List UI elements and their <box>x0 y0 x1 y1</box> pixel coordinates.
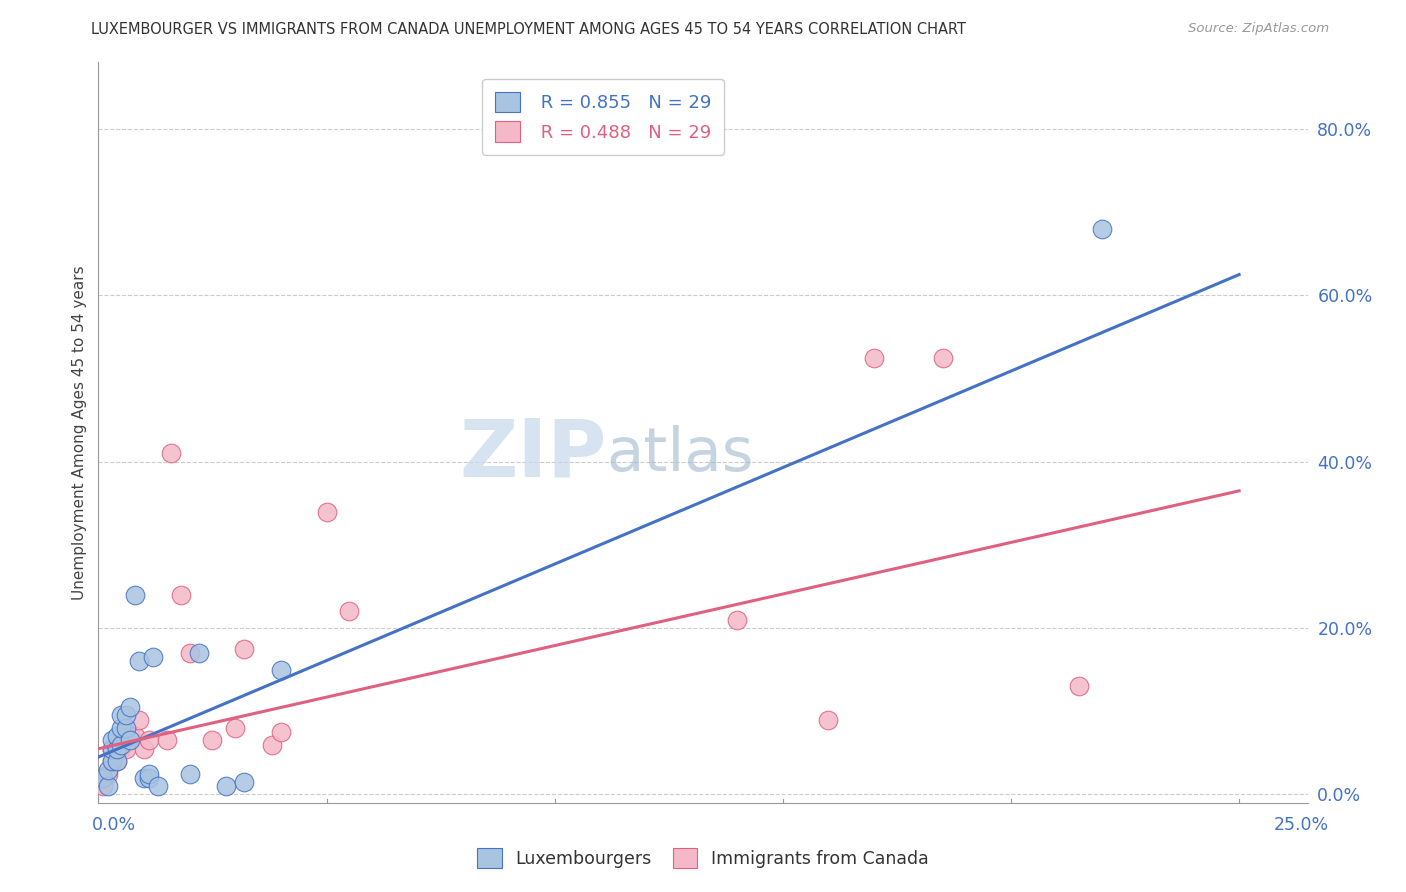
Point <box>179 766 201 780</box>
Point <box>120 700 142 714</box>
Point <box>96 779 118 793</box>
Point <box>96 766 118 780</box>
Point <box>138 733 160 747</box>
Point <box>124 588 146 602</box>
Point <box>114 708 136 723</box>
Point <box>138 766 160 780</box>
Point <box>142 650 165 665</box>
Point <box>110 738 132 752</box>
Text: 0.0%: 0.0% <box>91 816 135 834</box>
Point <box>124 729 146 743</box>
Point <box>270 725 292 739</box>
Text: Source: ZipAtlas.com: Source: ZipAtlas.com <box>1188 22 1329 36</box>
Point <box>1069 679 1091 693</box>
Point <box>114 741 136 756</box>
Point <box>120 733 142 747</box>
Point <box>1091 222 1114 236</box>
Point <box>224 721 246 735</box>
Point <box>101 741 124 756</box>
Point <box>260 738 283 752</box>
Point <box>114 721 136 735</box>
Point <box>91 771 114 785</box>
Point <box>169 588 191 602</box>
Point <box>270 663 292 677</box>
Point <box>132 741 155 756</box>
Legend: Luxembourgers, Immigrants from Canada: Luxembourgers, Immigrants from Canada <box>467 838 939 879</box>
Point <box>233 641 256 656</box>
Point <box>110 721 132 735</box>
Point <box>215 779 238 793</box>
Point <box>132 771 155 785</box>
Point <box>101 754 124 768</box>
Text: 25.0%: 25.0% <box>1274 816 1329 834</box>
Point <box>146 779 169 793</box>
Point <box>187 646 209 660</box>
Legend:  R = 0.855   N = 29,  R = 0.488   N = 29: R = 0.855 N = 29, R = 0.488 N = 29 <box>482 78 724 155</box>
Point <box>105 741 128 756</box>
Text: atlas: atlas <box>606 425 754 484</box>
Point <box>105 729 128 743</box>
Text: LUXEMBOURGER VS IMMIGRANTS FROM CANADA UNEMPLOYMENT AMONG AGES 45 TO 54 YEARS CO: LUXEMBOURGER VS IMMIGRANTS FROM CANADA U… <box>91 22 966 37</box>
Point <box>315 505 337 519</box>
Point <box>233 775 256 789</box>
Point <box>120 729 142 743</box>
Point <box>128 654 150 668</box>
Point <box>138 771 160 785</box>
Point <box>156 733 179 747</box>
Point <box>725 613 748 627</box>
Point <box>105 754 128 768</box>
Point <box>337 605 360 619</box>
Point <box>110 741 132 756</box>
Point <box>105 754 128 768</box>
Point <box>101 754 124 768</box>
Point <box>96 763 118 777</box>
Point <box>128 713 150 727</box>
Point <box>863 351 886 365</box>
Text: ZIP: ZIP <box>458 416 606 494</box>
Point <box>110 729 132 743</box>
Point <box>91 779 114 793</box>
Point <box>101 741 124 756</box>
Point <box>201 733 224 747</box>
Point <box>931 351 953 365</box>
Point <box>101 733 124 747</box>
Y-axis label: Unemployment Among Ages 45 to 54 years: Unemployment Among Ages 45 to 54 years <box>72 265 87 600</box>
Point <box>817 713 839 727</box>
Point <box>110 708 132 723</box>
Point <box>179 646 201 660</box>
Point <box>160 446 183 460</box>
